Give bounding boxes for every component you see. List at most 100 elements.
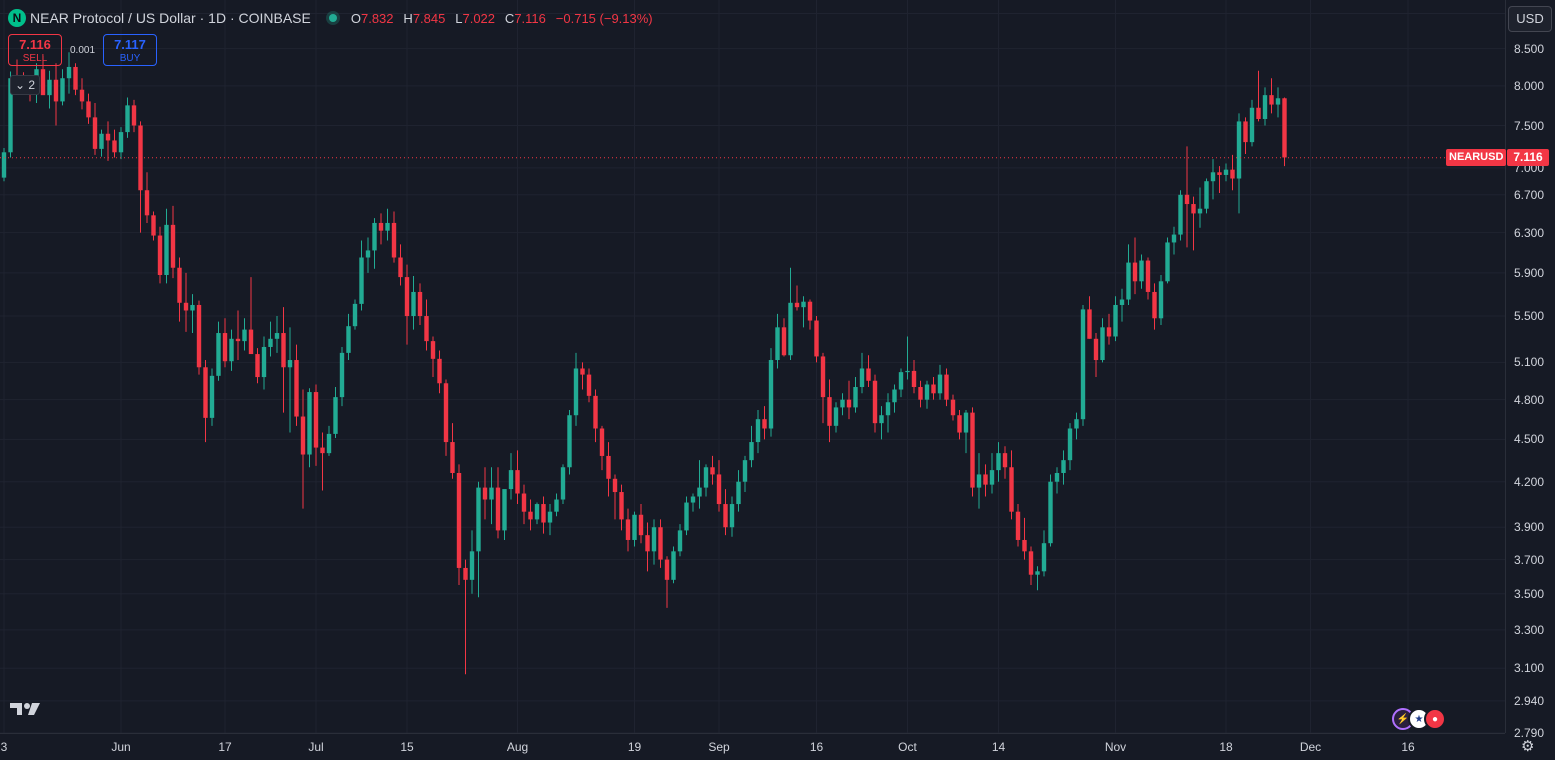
candle (424, 299, 429, 351)
candle (840, 393, 845, 416)
candlestick-chart[interactable] (0, 0, 1505, 733)
currency-selector[interactable]: USD (1508, 6, 1552, 32)
candle-body (105, 133, 111, 141)
candle (359, 240, 364, 311)
price-tick-label: 5.500 (1514, 309, 1545, 324)
symbol-title[interactable]: NEAR Protocol / US Dollar · 1D · COINBAS… (30, 10, 311, 26)
candle-body (196, 304, 202, 368)
candle-body (1158, 281, 1164, 319)
candle-body (281, 333, 286, 368)
candle-body (417, 291, 423, 317)
candle (963, 410, 969, 454)
candle-body (723, 504, 728, 528)
candle (1087, 296, 1092, 339)
candle (671, 546, 676, 584)
candle-body (86, 101, 91, 118)
tradingview-logo-icon[interactable] (10, 700, 44, 723)
candle (905, 336, 910, 380)
candle (118, 127, 124, 160)
candle-body (879, 415, 884, 424)
candle (183, 272, 189, 332)
spread-value: 0.001 (70, 45, 96, 56)
price-tick-label: 8.500 (1514, 41, 1545, 56)
candle (287, 327, 293, 433)
near-logo-icon: N (8, 9, 26, 27)
candle (1197, 187, 1203, 228)
candle-body (1275, 98, 1281, 105)
candle-body (1009, 467, 1014, 512)
candle-body (833, 407, 839, 426)
candle (1217, 166, 1222, 193)
candle-body (827, 397, 832, 426)
candle-body (1022, 539, 1027, 552)
candle (79, 78, 85, 110)
sell-button[interactable]: 7.116 SELL (8, 34, 62, 66)
candle (391, 211, 397, 263)
candle-body (807, 301, 813, 321)
candle-body (151, 215, 156, 236)
candle-body (677, 530, 683, 552)
candle (1061, 450, 1066, 485)
candle-body (593, 395, 598, 429)
candle (1262, 87, 1268, 126)
candle (372, 218, 377, 269)
candle (1, 148, 7, 182)
candle (1041, 530, 1047, 577)
market-status-icon[interactable] (328, 14, 337, 22)
candle-body (99, 133, 104, 149)
price-tick-label: 2.790 (1514, 726, 1545, 740)
candle-body (775, 327, 780, 361)
candle-body (443, 383, 449, 443)
event-icon[interactable]: ● (1424, 708, 1446, 730)
candle (944, 368, 949, 407)
candle (534, 502, 540, 525)
candle (1184, 146, 1190, 248)
candle (1009, 450, 1014, 520)
candle (918, 380, 923, 408)
candle-body (801, 301, 806, 308)
candle-body (1119, 299, 1125, 305)
candle-body (1249, 107, 1255, 143)
candle (300, 389, 306, 509)
price-tick-label: 3.300 (1514, 622, 1545, 637)
candle-body (508, 470, 514, 490)
candle-body (73, 66, 78, 90)
price-axis[interactable]: 9.0008.5008.0007.5007.0006.7006.3005.900… (1505, 0, 1555, 740)
candle-body (1113, 304, 1118, 337)
time-tick-label: Dec (1299, 740, 1322, 754)
candle (684, 496, 689, 536)
candle (339, 346, 345, 407)
candle-body (976, 474, 982, 488)
candle (443, 379, 449, 456)
candle (996, 442, 1001, 482)
candle-body (469, 551, 475, 580)
candle-body (294, 360, 299, 417)
candle (235, 310, 241, 361)
candle (833, 402, 839, 433)
candle-body (1262, 95, 1268, 119)
candle (281, 307, 286, 413)
ohlc-values: O7.832 H7.845 L7.022 C7.116 −0.715 (−9.1… (351, 10, 659, 26)
candle (216, 321, 221, 381)
sell-label: SELL (22, 53, 48, 64)
buy-button[interactable]: 7.117 BUY (103, 34, 157, 66)
candle-body (365, 250, 371, 258)
collapse-indicators-button[interactable]: ⌄ 2 (10, 75, 41, 95)
candle-body (482, 487, 488, 500)
candle-body (502, 489, 507, 531)
time-tick-label: Jul (308, 740, 324, 754)
candle (1113, 296, 1118, 342)
candle (554, 493, 559, 517)
gear-icon[interactable]: ⚙ (1521, 738, 1535, 755)
candle (846, 380, 852, 420)
candle-body (1106, 327, 1112, 337)
time-axis[interactable]: 3 Jun 17 Jul 15 Aug 19 Sep 16 Oct 14 Nov 18 Dec 16 (0, 733, 1505, 760)
candle (105, 121, 111, 161)
events-indicators[interactable]: ⚡ ★ ● (1392, 708, 1446, 730)
candle (1132, 237, 1138, 295)
candle-body (560, 467, 566, 500)
candle (879, 406, 884, 440)
time-tick-label: 3 (0, 740, 8, 754)
price-tick-label: 3.100 (1514, 661, 1545, 676)
candle (456, 464, 462, 586)
